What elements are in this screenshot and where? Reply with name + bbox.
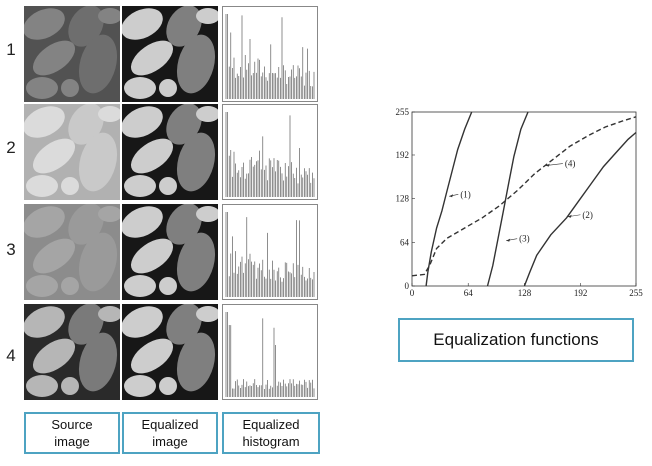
y-tick-label-255: 255 — [396, 107, 410, 117]
x-tick-label-128: 128 — [518, 288, 532, 298]
equalization-functions-label: Equalization functions — [398, 318, 634, 362]
source-image-2 — [24, 104, 120, 200]
source-image-3 — [24, 204, 120, 300]
equalized-histogram-label: Equalized histogram — [222, 412, 320, 454]
row-number-3: 3 — [6, 240, 16, 259]
equalized-image-2 — [122, 104, 218, 200]
source-image-1 — [24, 6, 120, 102]
y-tick-label-64: 64 — [400, 237, 410, 247]
y-tick-label-0: 0 — [405, 281, 410, 291]
annotation-label-2: (2) — [582, 210, 593, 220]
equalized-histogram-3 — [222, 204, 318, 300]
equalized-image-3 — [122, 204, 218, 300]
y-tick-label-192: 192 — [396, 150, 410, 160]
equalization-functions-plot: 0 64 128 192 255 0 64 128 192 255 (1) (2) (3) (4) — [396, 107, 644, 298]
equalized-histogram-4 — [222, 304, 318, 400]
plot-frame — [411, 111, 637, 287]
y-tick-label-128: 128 — [396, 194, 410, 204]
equalized-image-label: Equalized image — [122, 412, 218, 454]
x-tick-label-0: 0 — [410, 288, 415, 298]
annotation-label-4: (4) — [565, 159, 576, 169]
annotation-arrowhead — [449, 194, 454, 198]
row-number-4: 4 — [6, 346, 16, 365]
source-image-label: Source image — [24, 412, 120, 454]
equalized-image-1 — [122, 6, 218, 102]
source-image-4 — [24, 304, 120, 400]
curve-3 — [486, 111, 529, 287]
curve-1 — [425, 111, 473, 287]
x-tick-label-64: 64 — [464, 288, 474, 298]
x-tick-label-255: 255 — [629, 288, 643, 298]
row-number-2: 2 — [6, 138, 16, 157]
curve-2 — [523, 131, 637, 287]
annotation-label-3: (3) — [519, 234, 530, 244]
curve-4 — [411, 116, 637, 277]
annotation-label-1: (1) — [460, 189, 471, 199]
annotation-arrowhead — [545, 163, 550, 167]
row-number-1: 1 — [6, 40, 16, 59]
x-tick-label-192: 192 — [574, 288, 588, 298]
equalized-histogram-1 — [222, 6, 318, 102]
annotation-arrowhead — [506, 238, 511, 242]
equalized-histogram-2 — [222, 104, 318, 200]
equalized-image-4 — [122, 304, 218, 400]
annotation-arrowhead — [567, 214, 572, 218]
